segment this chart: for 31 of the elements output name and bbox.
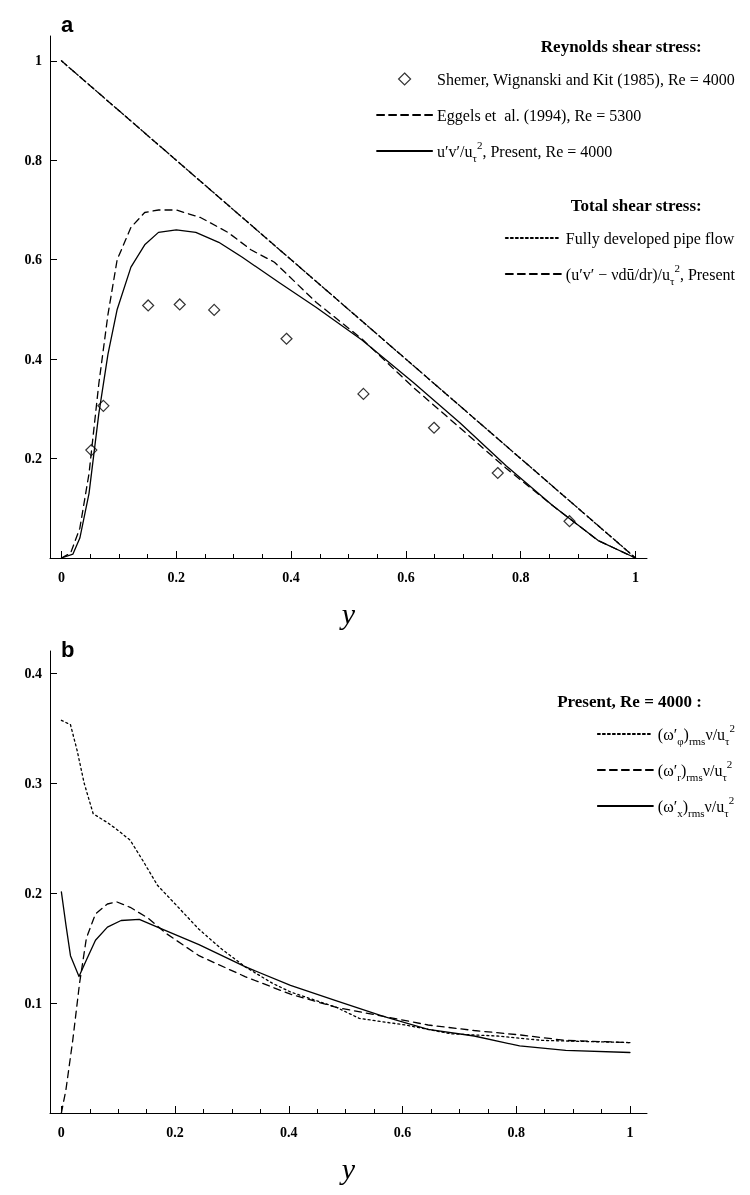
y-tick-label: 0.4 (24, 665, 42, 681)
x-tick-label: 0.4 (282, 569, 300, 585)
x-tick-label: 0 (57, 569, 65, 585)
annotation: Reynolds shear stress: (540, 37, 702, 56)
y-tick-label: 0.1 (24, 995, 42, 1011)
x-tick-label: 0.2 (167, 569, 186, 585)
x-tick-label: 0.6 (397, 569, 415, 585)
legend-title: Present, Re = 4000 : (557, 692, 703, 711)
x-tick-label: 1 (632, 569, 640, 585)
y-tick-label: 0.2 (24, 885, 42, 901)
chart-title: a (61, 11, 74, 37)
x-tick-label: 0 (57, 1124, 65, 1140)
legend-label: Fully developed pipe flow (565, 229, 735, 248)
x-tick-label: 0.8 (507, 1124, 525, 1140)
x-axis-title: y (338, 596, 356, 630)
annotation: Total shear stress: (570, 196, 702, 215)
y-tick-label: 0.2 (24, 451, 42, 467)
x-tick-label: 1 (626, 1124, 634, 1140)
y-tick-label: 0.8 (24, 152, 42, 168)
x-tick-label: 0.6 (393, 1124, 412, 1140)
y-tick-label: 0.6 (24, 252, 42, 268)
y-tick-label: 1 (35, 53, 42, 69)
x-tick-label: 0.8 (511, 569, 530, 585)
legend-label: Shemer, Wignanski and Kit (1985), Re = 4000 (437, 70, 735, 89)
x-axis-title: y (338, 1151, 356, 1185)
chart-title: b (61, 636, 75, 662)
x-tick-label: 0.4 (280, 1124, 298, 1140)
y-tick-label: 0.3 (24, 775, 42, 791)
legend-label: Eggels et al. (1994), Re = 5300 (437, 106, 642, 125)
x-tick-label: 0.2 (166, 1124, 184, 1140)
y-tick-label: 0.4 (24, 351, 42, 367)
